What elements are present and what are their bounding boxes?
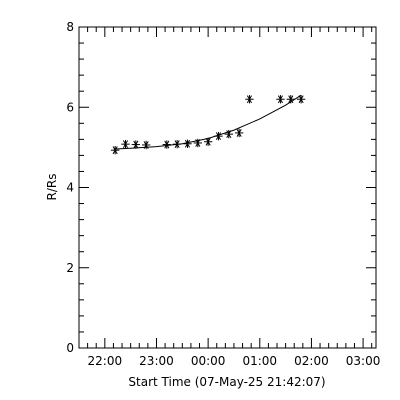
data-point xyxy=(276,95,285,104)
plot-frame xyxy=(78,26,377,349)
data-point xyxy=(203,137,213,146)
x-tick-label: 03:00 xyxy=(346,354,381,368)
x-tick-label: 23:00 xyxy=(139,354,174,368)
data-point xyxy=(193,138,202,148)
y-tick-label: 2 xyxy=(66,261,74,275)
x-tick-label: 00:00 xyxy=(191,354,226,368)
data-points xyxy=(110,95,306,155)
data-point xyxy=(245,95,254,104)
y-tick-label: 8 xyxy=(66,20,74,34)
x-tick-label: 01:00 xyxy=(242,354,277,368)
data-point xyxy=(214,131,223,141)
data-point xyxy=(141,140,151,150)
y-tick-label: 4 xyxy=(66,181,74,195)
data-point xyxy=(183,139,192,148)
data-point xyxy=(286,95,295,104)
x-axis-label: Start Time (07-May-25 21:42:07) xyxy=(128,375,325,389)
data-point xyxy=(234,128,244,138)
data-point xyxy=(110,145,120,155)
data-point xyxy=(224,129,233,139)
x-tick-label: 22:00 xyxy=(88,354,123,368)
tick-labels: 22:00 23:00 00:00 01:00 02:00 03:00 0 2 4 6 8 xyxy=(66,20,380,368)
axis-ticks xyxy=(79,26,376,349)
data-point xyxy=(172,139,182,149)
y-tick-label: 6 xyxy=(66,100,74,114)
x-tick-label: 02:00 xyxy=(294,354,329,368)
y-axis-label: R/Rs xyxy=(45,174,59,201)
data-point xyxy=(296,95,306,104)
data-point xyxy=(131,140,141,149)
y-tick-label: 0 xyxy=(66,341,74,355)
data-point xyxy=(162,140,172,149)
data-point xyxy=(121,139,130,149)
